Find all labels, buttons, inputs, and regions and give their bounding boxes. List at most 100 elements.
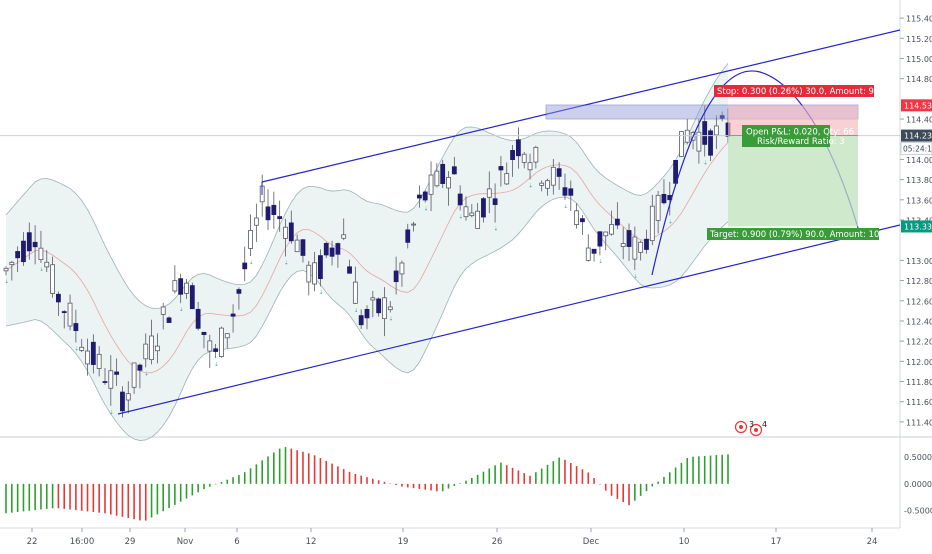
candle-body[interactable] <box>213 348 219 352</box>
candle-body[interactable] <box>620 243 626 247</box>
candle-body[interactable] <box>376 298 382 314</box>
candle-body[interactable] <box>184 282 189 294</box>
candle-body[interactable] <box>696 131 702 152</box>
candle-body[interactable] <box>160 306 166 315</box>
candle-body[interactable] <box>580 218 585 223</box>
candle-body[interactable] <box>90 341 96 365</box>
candle-body[interactable] <box>708 130 713 156</box>
candle-body[interactable] <box>79 346 85 351</box>
candle-body[interactable] <box>504 173 510 185</box>
candle-body[interactable] <box>277 216 283 220</box>
candle-body[interactable] <box>3 267 9 272</box>
candle-body[interactable] <box>300 239 306 256</box>
candle-body[interactable] <box>556 168 562 177</box>
candle-body[interactable] <box>585 247 591 261</box>
candle-body[interactable] <box>73 323 79 332</box>
candle-body[interactable] <box>114 371 120 375</box>
candle-body[interactable] <box>352 281 358 304</box>
candle-body[interactable] <box>341 234 347 239</box>
candle-body[interactable] <box>527 162 533 171</box>
candle-body[interactable] <box>550 166 556 186</box>
candle-body[interactable] <box>649 205 655 242</box>
candle-body[interactable] <box>236 289 242 294</box>
candle-body[interactable] <box>440 163 446 184</box>
candle-body[interactable] <box>492 198 498 205</box>
candle-body[interactable] <box>189 285 195 310</box>
candle-body[interactable] <box>166 317 172 323</box>
candle-body[interactable] <box>32 241 38 248</box>
candle-body[interactable] <box>329 247 335 257</box>
event-markers[interactable]: 3 4 <box>734 420 768 437</box>
candle-body[interactable] <box>446 176 451 189</box>
candle-body[interactable] <box>56 293 61 303</box>
candle-body[interactable] <box>428 174 434 195</box>
candle-body[interactable] <box>9 261 15 265</box>
candle-body[interactable] <box>661 194 667 204</box>
candle-body[interactable] <box>149 335 154 361</box>
price-axis[interactable]: 115.400 115.200 115.000 114.800 114.400 114.0… <box>900 15 932 428</box>
candle-body[interactable] <box>591 248 597 254</box>
candle-body[interactable] <box>411 223 416 226</box>
candle-body[interactable] <box>609 224 614 235</box>
candle-body[interactable] <box>486 188 492 198</box>
candle-body[interactable] <box>137 364 143 371</box>
candle-body[interactable] <box>481 198 486 218</box>
candle-body[interactable] <box>201 331 207 335</box>
candle-body[interactable] <box>172 280 178 292</box>
candle-body[interactable] <box>475 210 481 229</box>
candle-body[interactable] <box>679 131 684 157</box>
candle-body[interactable] <box>131 362 137 388</box>
candle-body[interactable] <box>224 333 230 339</box>
candle-body[interactable] <box>434 170 440 187</box>
candle-body[interactable] <box>451 166 457 175</box>
candle-body[interactable] <box>457 193 463 206</box>
candle-body[interactable] <box>154 345 160 352</box>
channel-upper-line[interactable] <box>261 29 901 183</box>
candle-body[interactable] <box>533 146 539 163</box>
candle-body[interactable] <box>230 313 236 317</box>
candle-body[interactable] <box>108 370 114 389</box>
channel-lower-line[interactable] <box>117 224 901 415</box>
candle-body[interactable] <box>312 262 317 285</box>
candle-body[interactable] <box>364 308 370 319</box>
target-zone[interactable] <box>728 135 858 227</box>
candle-body[interactable] <box>614 218 620 226</box>
candle-body[interactable] <box>178 278 184 295</box>
candle-body[interactable] <box>684 129 690 143</box>
candle-body[interactable] <box>597 231 603 247</box>
candle-body[interactable] <box>719 115 725 119</box>
candle-body[interactable] <box>195 308 201 329</box>
candle-body[interactable] <box>626 230 632 247</box>
candle-body[interactable] <box>44 261 50 268</box>
candle-body[interactable] <box>242 262 248 270</box>
candle-body[interactable] <box>120 391 125 412</box>
long-short-position-tool[interactable]: Stop: 0.300 (0.26%) 30.0, Amount: 980.2 O… <box>707 85 898 240</box>
candle-body[interactable] <box>638 241 644 253</box>
candle-body[interactable] <box>702 121 708 145</box>
candle-body[interactable] <box>382 297 387 320</box>
candle-body[interactable] <box>393 270 399 283</box>
candle-body[interactable] <box>568 188 574 196</box>
candle-body[interactable] <box>248 230 253 249</box>
candle-body[interactable] <box>545 180 550 189</box>
candle-body[interactable] <box>271 204 277 215</box>
candle-body[interactable] <box>125 393 131 401</box>
candle-body[interactable] <box>283 226 288 239</box>
candle-body[interactable] <box>498 166 504 171</box>
candle-body[interactable] <box>294 239 300 253</box>
candle-body[interactable] <box>318 255 323 280</box>
candle-body[interactable] <box>21 240 26 263</box>
candle-body[interactable] <box>358 315 364 326</box>
candle-body[interactable] <box>288 222 294 242</box>
candle-body[interactable] <box>469 212 475 217</box>
time-axis[interactable]: 22 16:00 29 Nov 6 12 19 26 Dec 10 17 24 <box>27 528 878 547</box>
candle-body[interactable] <box>603 231 609 237</box>
candle-body[interactable] <box>405 229 411 243</box>
candle-body[interactable] <box>26 232 32 252</box>
candle-body[interactable] <box>219 327 224 357</box>
candle-body[interactable] <box>370 297 376 301</box>
candle-body[interactable] <box>399 262 405 275</box>
candle-body[interactable] <box>713 125 719 136</box>
